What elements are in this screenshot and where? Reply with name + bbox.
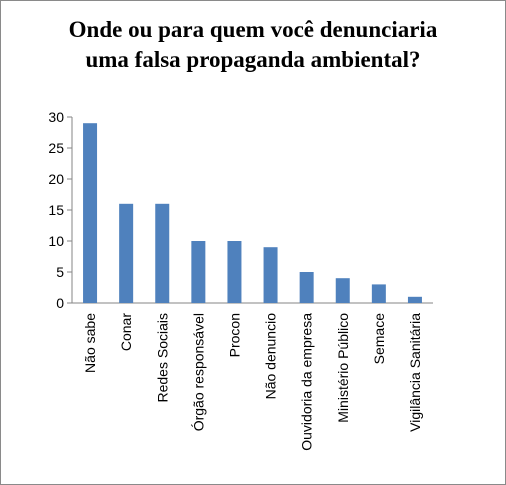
x-tick-label: Não sabe [82, 313, 98, 373]
bar [263, 247, 278, 303]
bar [191, 241, 206, 303]
bar [407, 296, 422, 303]
bar [335, 278, 350, 303]
bar [299, 272, 314, 303]
x-tick-label: Redes Sociais [154, 313, 170, 403]
x-tick-label: Órgão responsável [190, 313, 206, 431]
x-tick-label: Não denuncio [263, 313, 279, 400]
y-tick-label: 20 [48, 171, 64, 187]
y-tick-label: 0 [56, 295, 64, 311]
chart-title-line-1: Onde ou para quem você denunciaria [68, 17, 438, 42]
y-tick-label: 5 [56, 264, 64, 280]
x-tick-label: Ministério Público [335, 313, 351, 423]
y-tick-label: 15 [48, 202, 64, 218]
x-tick-label: Vigilância Sanitária [407, 313, 423, 432]
bar [227, 241, 242, 303]
chart-title-line-2: uma falsa propaganda ambiental? [85, 47, 421, 72]
bar [155, 203, 170, 303]
y-tick-label: 25 [48, 140, 64, 156]
chart-title: Onde ou para quem você denunciaria uma f… [1, 15, 505, 75]
bar [119, 203, 134, 303]
x-tick-label: Procon [226, 313, 242, 357]
x-tick-label: Ouvidoria da empresa [299, 313, 315, 451]
bar [83, 123, 98, 303]
x-tick-label: Semace [371, 313, 387, 365]
bar [371, 284, 386, 303]
y-tick-label: 10 [48, 233, 64, 249]
y-tick-label: 30 [48, 109, 64, 125]
x-tick-label: Conar [118, 313, 134, 351]
